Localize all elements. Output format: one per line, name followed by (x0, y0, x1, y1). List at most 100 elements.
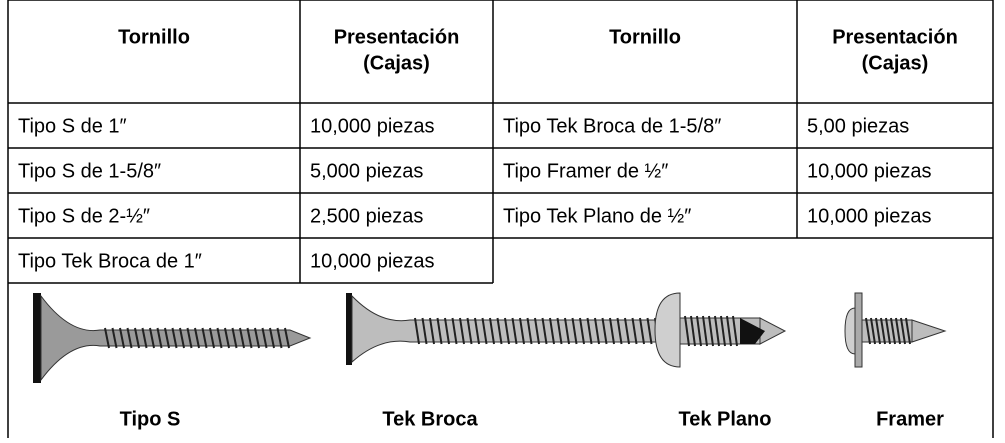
table-cell: Tipo S de 1-5/8″ (18, 160, 161, 182)
thread (171, 327, 178, 349)
thread (481, 317, 488, 345)
table-cell: Tipo S de 1″ (18, 115, 127, 137)
table-cell: 10,000 piezas (807, 160, 932, 182)
header-cell: Tornillo (118, 26, 190, 48)
thread (639, 317, 645, 345)
thread (254, 327, 260, 349)
thread (276, 327, 283, 349)
thread (429, 317, 435, 345)
thread (489, 317, 495, 345)
thread (702, 315, 708, 347)
thread (209, 327, 215, 349)
thread (875, 317, 881, 345)
thread (119, 327, 125, 349)
thread (179, 327, 185, 349)
thread (466, 317, 473, 345)
thread (436, 317, 443, 345)
thread (594, 317, 600, 345)
thread (708, 315, 714, 347)
thread (865, 317, 871, 345)
thread (164, 327, 170, 349)
thread (646, 317, 653, 345)
thread (564, 317, 570, 345)
thread (726, 315, 732, 347)
table-cell: Tipo Framer de ½″ (503, 160, 668, 182)
table-cell: 10,000 piezas (807, 205, 932, 227)
thread (549, 317, 555, 345)
thread (880, 317, 886, 345)
thread (631, 317, 638, 345)
table-cell: 10,000 piezas (310, 250, 435, 272)
table-cell: Tipo Tek Plano de ½″ (503, 205, 691, 227)
image-label: Tipo S (120, 408, 181, 430)
thread (534, 317, 540, 345)
image-label: Tek Plano (679, 408, 772, 430)
thread (519, 317, 525, 345)
header-cell: Presentación (832, 26, 958, 48)
thread (541, 317, 548, 345)
thread (526, 317, 533, 345)
thread (141, 327, 148, 349)
thread (126, 327, 133, 349)
thread (556, 317, 563, 345)
thread (720, 315, 726, 347)
table-cell: 5,000 piezas (310, 160, 423, 182)
thread (284, 327, 290, 349)
thread (261, 327, 268, 349)
thread (624, 317, 630, 345)
header-cell: (Cajas) (363, 52, 430, 74)
image-label: Tek Broca (382, 408, 478, 430)
image-label: Framer (876, 408, 944, 430)
screw-framer (844, 292, 947, 368)
thread (231, 327, 238, 349)
thread (186, 327, 193, 349)
thread (451, 317, 458, 345)
thread (224, 327, 230, 349)
thread (870, 317, 876, 345)
thread (496, 317, 503, 345)
thread (216, 327, 223, 349)
thread (900, 317, 906, 345)
thread (696, 315, 702, 347)
header-cell: (Cajas) (862, 52, 929, 74)
thread (905, 317, 911, 345)
thread (414, 317, 420, 345)
screw-tipo-s (33, 293, 312, 383)
header-cell: Presentación (334, 26, 460, 48)
screw-tek-plano (654, 292, 787, 368)
thread (156, 327, 163, 349)
thread (246, 327, 253, 349)
table-grid (7, 0, 994, 438)
table-cell: 10,000 piezas (310, 115, 435, 137)
thread (511, 317, 518, 345)
thread (104, 327, 110, 349)
thread (269, 327, 275, 349)
thread (201, 327, 208, 349)
header-cell: Tornillo (609, 26, 681, 48)
thread (885, 317, 891, 345)
thread (474, 317, 480, 345)
thread (194, 327, 200, 349)
table-cell: Tipo S de 2-½″ (18, 205, 150, 227)
table-cell: Tipo Tek Broca de 1-5/8″ (503, 115, 721, 137)
thread (571, 317, 578, 345)
thread (616, 317, 623, 345)
thread (895, 317, 901, 345)
thread (890, 317, 896, 345)
thread (586, 317, 593, 345)
thread (579, 317, 585, 345)
thread (609, 317, 615, 345)
thread (111, 327, 118, 349)
table-cell: Tipo Tek Broca de 1″ (18, 250, 202, 272)
thread (459, 317, 465, 345)
thread (239, 327, 245, 349)
thread (134, 327, 140, 349)
thread (444, 317, 450, 345)
thread (690, 315, 696, 347)
thread (732, 315, 738, 347)
thread (684, 315, 690, 347)
thread (714, 315, 720, 347)
table-cell: 2,500 piezas (310, 205, 423, 227)
thread (601, 317, 608, 345)
